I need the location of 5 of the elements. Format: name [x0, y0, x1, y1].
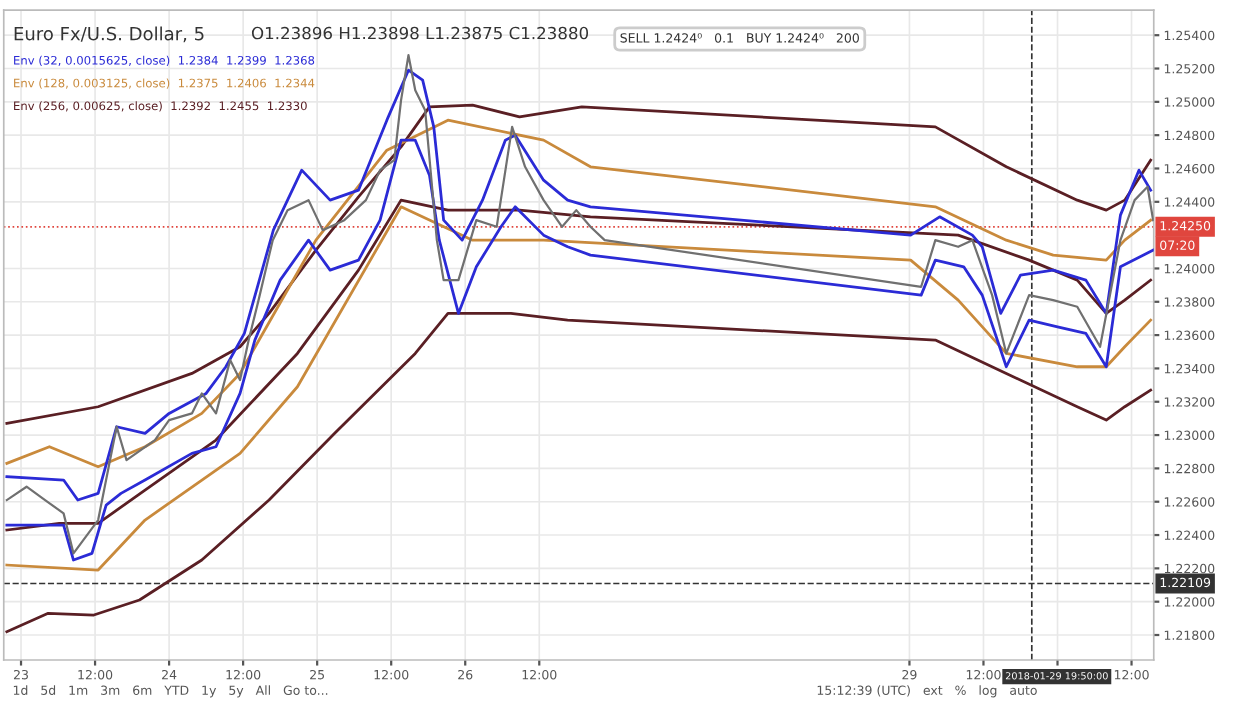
text: Euro Fx/U.S. Dollar, 5	[14, 26, 204, 43]
line-series	[5, 118, 1153, 469]
line-series	[5, 312, 1153, 634]
line-series	[5, 103, 1153, 425]
annotation: O1.23896 H1.23898 L1.23875 C1.23880	[251, 26, 589, 40]
